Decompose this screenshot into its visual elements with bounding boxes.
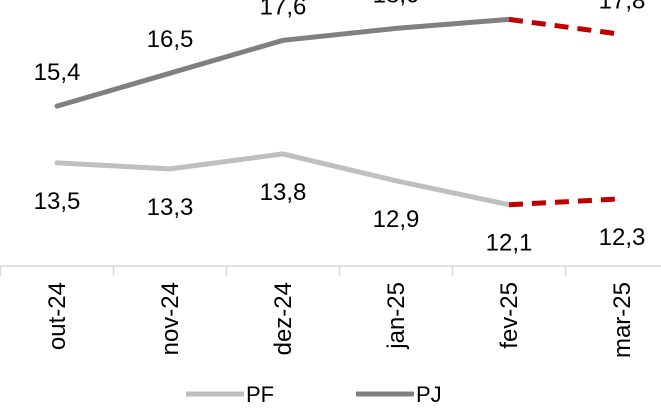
x-tick-label-2: dez-24 — [270, 282, 297, 355]
data-label-pj-5: 17,8 — [599, 0, 646, 14]
data-label-pf-3: 12,9 — [373, 206, 420, 233]
x-tick-label-0: out-24 — [44, 282, 71, 350]
data-label-pf-1: 13,3 — [147, 194, 194, 221]
data-label-layer: 13,5 13,3 13,8 12,9 12,1 12,3 15,4 16,5 17,6 18,0… — [34, 0, 646, 257]
series-line-pj — [54, 16, 512, 109]
data-label-pj-2: 17,6 — [260, 0, 307, 20]
x-axis-labels: out-24 nov-24 dez-24 jan-25 fev-25 mar-25 — [44, 282, 636, 358]
series-forecast-line-pj — [508, 16, 623, 37]
series-line-pf — [54, 151, 512, 208]
data-label-pf-0: 13,5 — [34, 188, 81, 215]
x-tick-label-4: fev-25 — [496, 282, 523, 349]
legend: PF PJ — [186, 382, 442, 407]
series-forecast-line-pf — [508, 196, 623, 208]
data-label-pf-5: 12,3 — [599, 224, 646, 251]
x-axis-ticks — [0, 266, 567, 276]
x-tick-label-5: mar-25 — [609, 282, 636, 358]
legend-label-pf: PF — [246, 382, 274, 407]
x-tick-label-1: nov-24 — [157, 282, 184, 355]
data-label-pj-3: 18,0 — [373, 0, 420, 8]
x-tick-label-3: jan-25 — [383, 282, 410, 350]
data-label-pf-2: 13,8 — [260, 179, 307, 206]
data-label-pf-4: 12,1 — [486, 230, 533, 257]
series-layer — [54, 16, 623, 208]
data-label-pj-0: 15,4 — [34, 59, 81, 86]
legend-label-pj: PJ — [416, 382, 442, 407]
data-label-pj-1: 16,5 — [147, 26, 194, 53]
